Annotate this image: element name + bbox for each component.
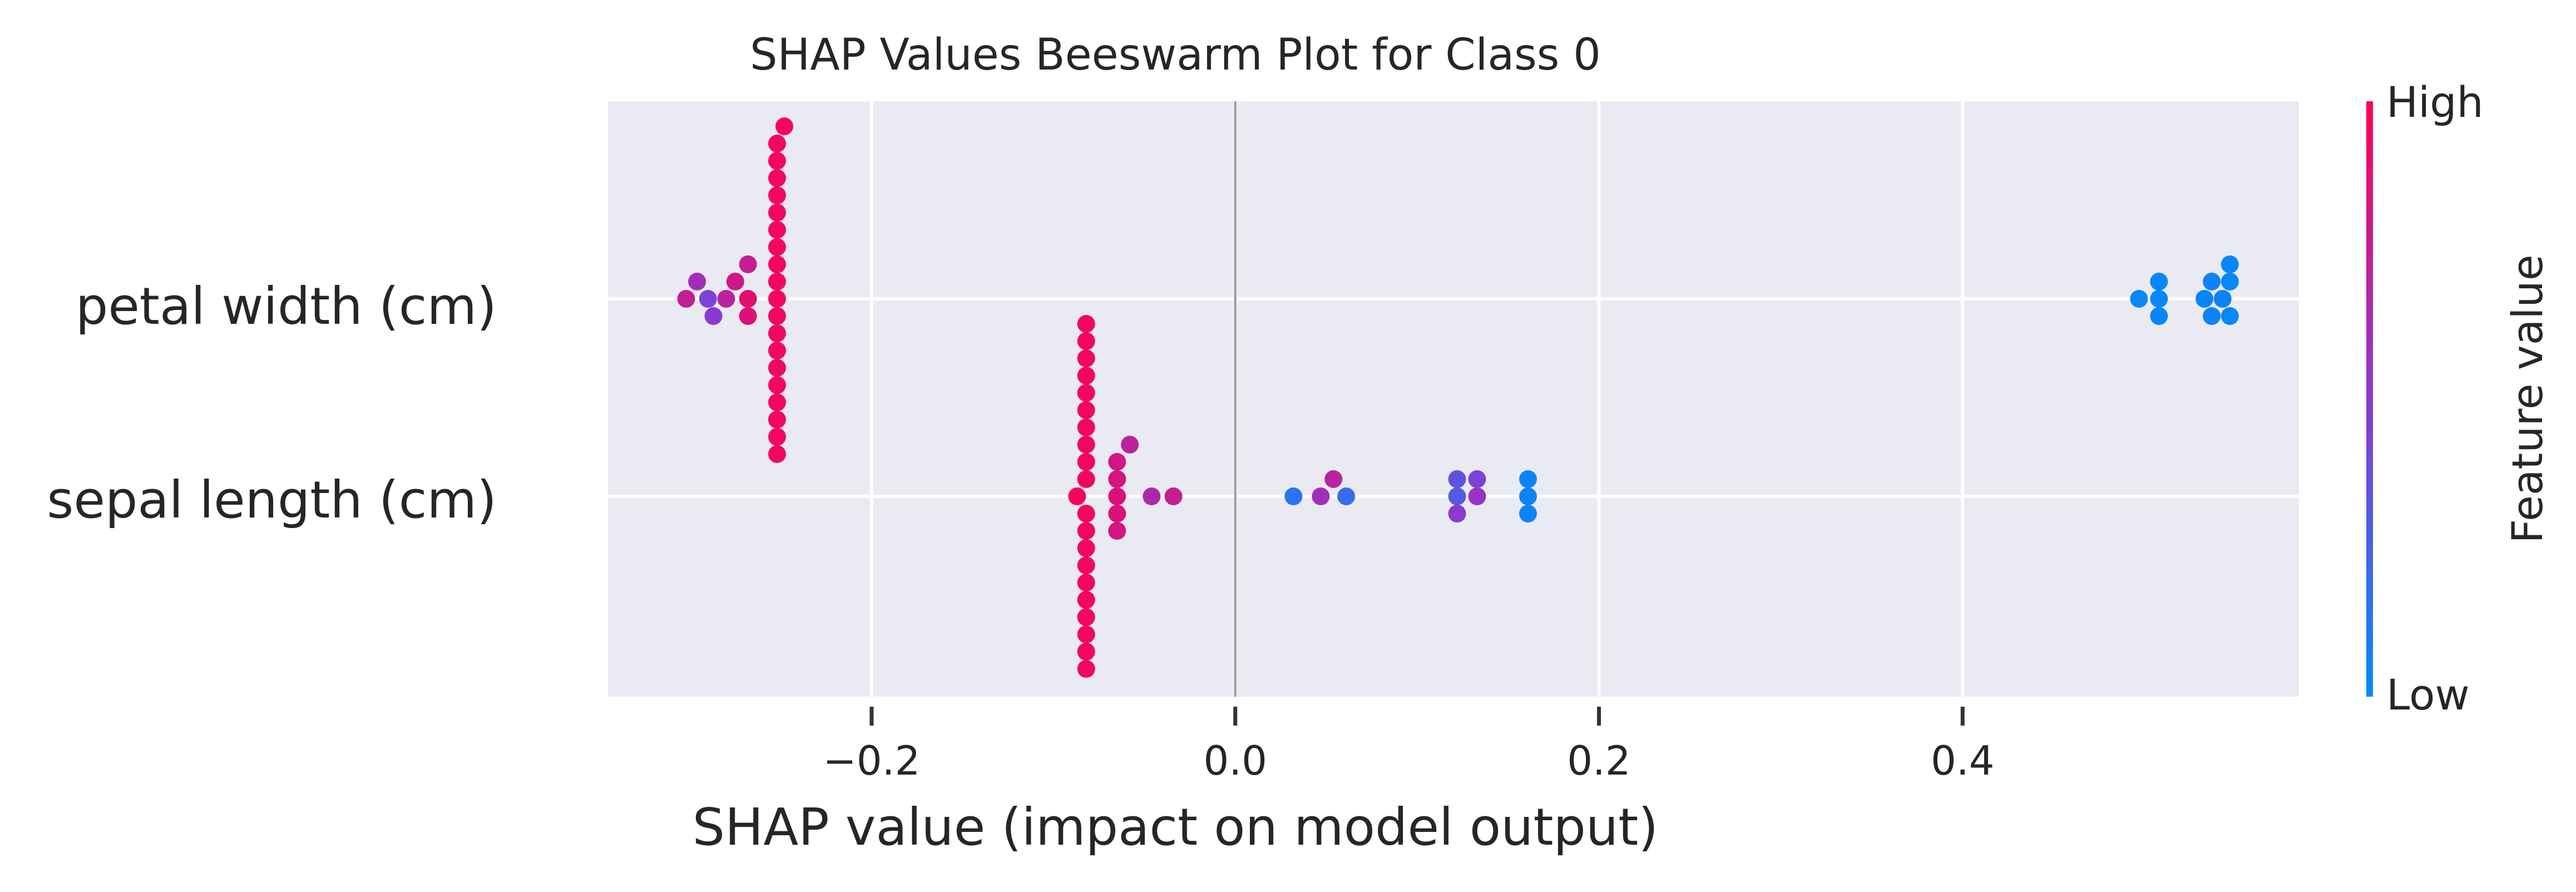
shap-point: [1284, 487, 1303, 505]
shap-point: [2221, 273, 2239, 290]
shap-point: [1448, 505, 1466, 523]
shap-point: [2150, 273, 2168, 290]
shap-point: [726, 273, 744, 290]
shap-point: [1108, 470, 1126, 488]
shap-point: [2150, 290, 2168, 308]
shap-point: [1077, 367, 1095, 385]
shap-point: [688, 273, 706, 290]
shap-point: [2130, 290, 2148, 308]
shap-point: [1077, 522, 1095, 540]
shap-point: [768, 445, 786, 463]
shap-point: [768, 135, 786, 152]
shap-point: [739, 307, 757, 325]
shap-point: [699, 290, 717, 308]
shap-point: [739, 290, 757, 308]
shap-point: [768, 238, 786, 256]
x-tick-label: 0.2: [1567, 737, 1631, 784]
shap-point: [2150, 307, 2168, 325]
plot-area: [608, 101, 2299, 697]
shap-point: [1108, 505, 1126, 523]
shap-point: [1077, 660, 1095, 678]
shap-point: [1077, 625, 1095, 643]
shap-point: [704, 307, 723, 325]
x-tick-label: 0.0: [1203, 737, 1267, 784]
colorbar-low-label: Low: [2386, 670, 2470, 719]
x-tick-label: 0.4: [1931, 737, 1995, 784]
shap-point: [677, 290, 695, 308]
shap-point: [1077, 556, 1095, 574]
shap-point: [1077, 608, 1095, 626]
shap-point: [1468, 487, 1486, 505]
shap-point: [1519, 505, 1537, 523]
x-tick-label: −0.2: [823, 737, 921, 784]
shap-point: [768, 307, 786, 325]
shap-point: [768, 169, 786, 187]
shap-point: [1077, 643, 1095, 661]
shap-point: [1068, 487, 1086, 505]
colorbar-high-label: High: [2386, 77, 2484, 127]
shap-point: [1077, 315, 1095, 333]
shap-point: [1077, 453, 1095, 471]
shap-point: [1337, 487, 1356, 505]
shap-point: [775, 117, 794, 135]
colorbar-title: Feature value: [2503, 255, 2552, 544]
colorbar: [2366, 101, 2373, 697]
shap-point: [768, 273, 786, 290]
shap-point: [768, 411, 786, 428]
shap-point: [739, 255, 757, 273]
shap-points: [677, 117, 2239, 678]
shap-point: [717, 290, 735, 308]
shap-point: [1108, 487, 1126, 505]
shap-point: [1077, 574, 1095, 592]
shap-point: [1077, 436, 1095, 454]
shap-point: [1077, 401, 1095, 419]
shap-point: [768, 342, 786, 359]
shap-point: [768, 290, 786, 308]
shap-point: [2221, 255, 2239, 273]
shap-point: [1143, 487, 1161, 505]
shap-point: [768, 376, 786, 394]
shap-point: [1324, 470, 1343, 488]
shap-point: [1077, 332, 1095, 350]
shap-point: [768, 186, 786, 204]
shap-point: [1448, 470, 1466, 488]
shap-point: [1108, 453, 1126, 471]
shap-point: [1164, 487, 1183, 505]
chart-title: SHAP Values Beeswarm Plot for Class 0: [750, 30, 1601, 80]
shap-point: [768, 428, 786, 446]
shap-point: [1077, 349, 1095, 367]
shap-point: [1468, 470, 1486, 488]
feature-label-petal-width: petal width (cm): [76, 277, 497, 336]
shap-point: [2203, 307, 2221, 325]
shap-point: [1519, 487, 1537, 505]
shap-point: [768, 324, 786, 342]
shap-point: [768, 255, 786, 273]
shap-point: [1077, 470, 1095, 488]
shap-point: [1077, 505, 1095, 523]
shap-point: [768, 393, 786, 411]
shap-point: [1077, 418, 1095, 436]
shap-point: [1312, 487, 1330, 505]
shap-point: [768, 204, 786, 221]
shap-point: [768, 221, 786, 239]
x-axis-label: SHAP value (impact on model output): [693, 797, 1658, 857]
shap-point: [1448, 487, 1466, 505]
shap-point: [1121, 436, 1139, 454]
shap-point: [1077, 539, 1095, 557]
feature-label-sepal-length: sepal length (cm): [47, 470, 497, 530]
shap-point: [2196, 290, 2214, 308]
shap-point: [2203, 273, 2221, 290]
shap-point: [2221, 307, 2239, 325]
shap-point: [768, 359, 786, 377]
shap-point: [1077, 591, 1095, 609]
shap-point: [1077, 384, 1095, 402]
shap-point: [768, 152, 786, 170]
x-axis-ticks: −0.2 0.0 0.2 0.4: [823, 707, 1995, 784]
shap-point: [2213, 290, 2232, 308]
shap-point: [1108, 522, 1126, 540]
shap-point: [1519, 470, 1537, 488]
